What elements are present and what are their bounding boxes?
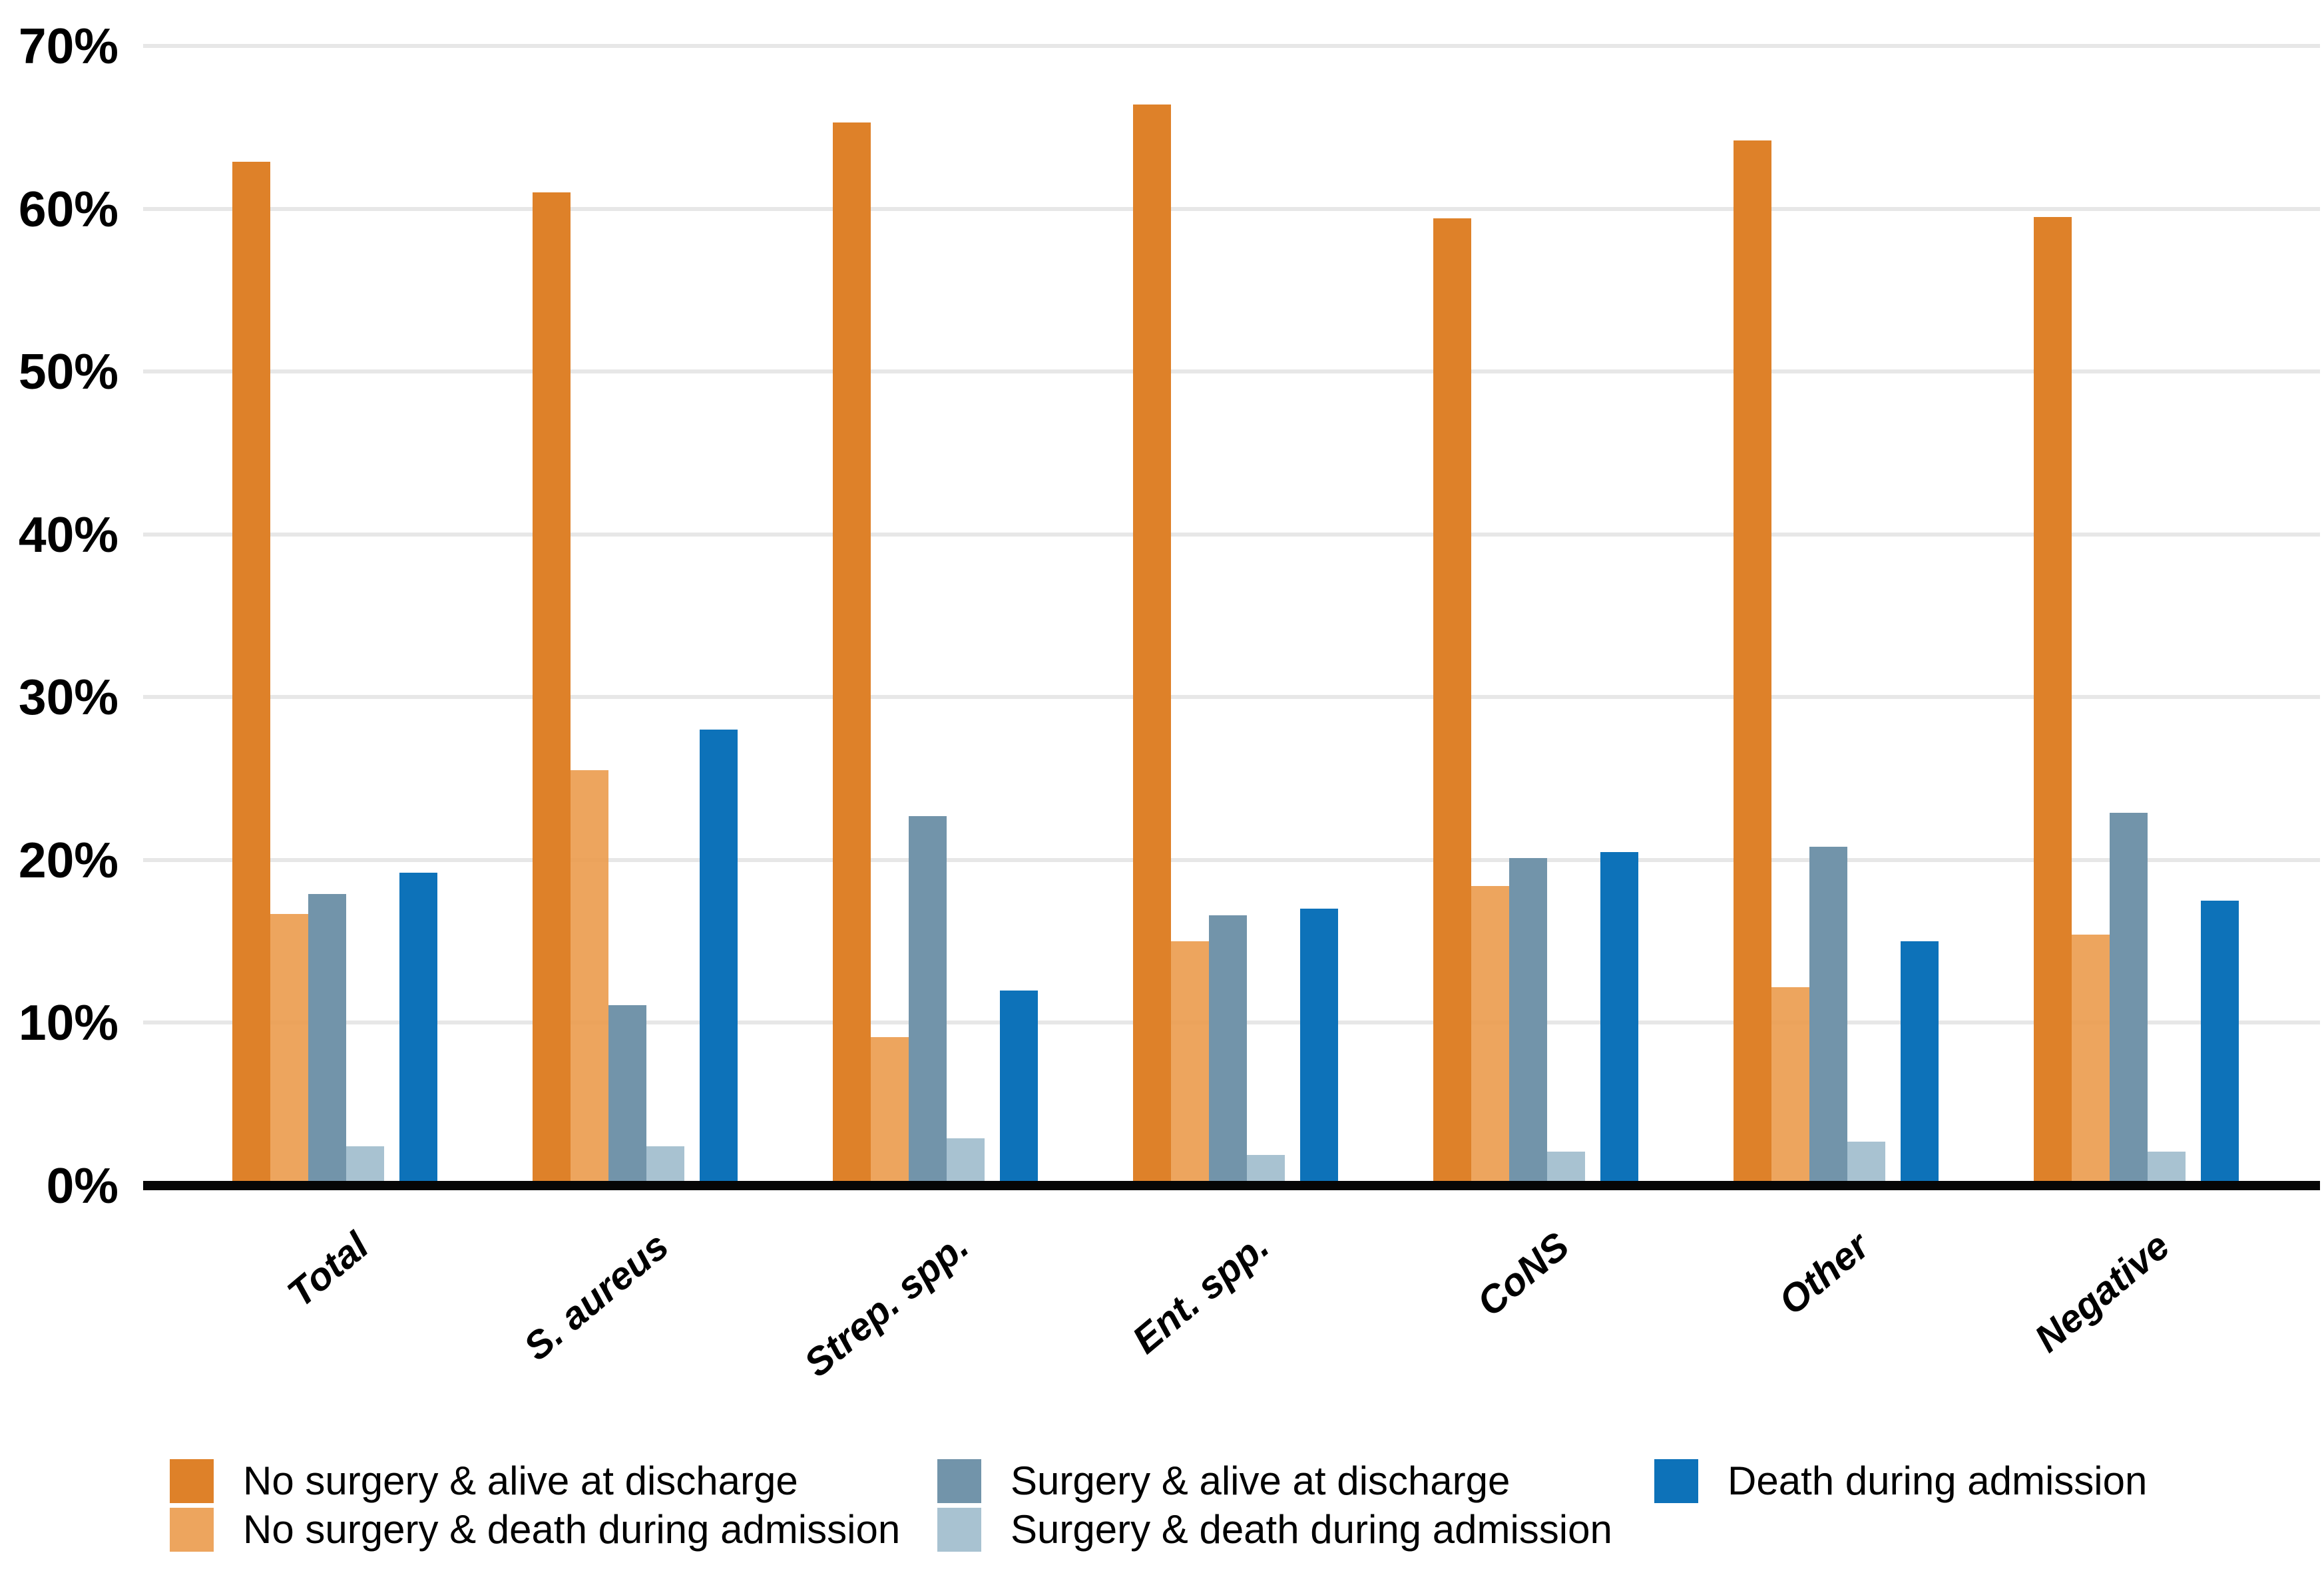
bar-series1-s-aureus: [571, 770, 608, 1186]
legend-item-series2: Surgery & alive at discharge: [937, 1459, 1612, 1503]
bar-series4-s-aureus: [700, 730, 738, 1186]
bar-series1-cons: [1471, 886, 1509, 1186]
x-category-label-cons: CoNS: [1469, 1224, 1578, 1325]
bar-series3-ent-spp-: [1247, 1154, 1285, 1186]
bar-series3-negative: [2148, 1151, 2186, 1186]
legend-label-series3: Surgery & death during admission: [1011, 1507, 1612, 1552]
x-category-label-ent-spp-: Ent. spp.: [1124, 1224, 1278, 1362]
bar-series4-total: [399, 873, 437, 1186]
bar-group-0: [232, 46, 533, 1186]
bar-series1-other: [1771, 987, 1809, 1186]
legend-column-2: Surgery & alive at discharge Surgery & de…: [937, 1459, 1612, 1556]
legend-item-series0: No surgery & alive at discharge: [170, 1459, 900, 1503]
legend-swatch-series0: [170, 1459, 214, 1503]
bar-series3-s-aureus: [646, 1146, 684, 1186]
bar-series2-cons: [1509, 858, 1547, 1186]
bar-group-1: [533, 46, 833, 1186]
y-tick-label-50: 50%: [18, 343, 118, 400]
bar-series2-other: [1809, 847, 1847, 1186]
y-tick-label-40: 40%: [18, 506, 118, 562]
bar-series4-negative: [2201, 901, 2239, 1186]
legend-item-series1: No surgery & death during admission: [170, 1508, 900, 1552]
bar-series3-other: [1847, 1141, 1885, 1186]
gridline-40: [143, 532, 2320, 537]
bar-series2-total: [308, 894, 346, 1186]
bar-series1-ent-spp-: [1171, 941, 1209, 1186]
x-category-label-negative: Negative: [2026, 1224, 2178, 1361]
x-category-label-total: Total: [279, 1224, 377, 1316]
legend-swatch-series3: [937, 1508, 981, 1552]
x-axis-line: [143, 1181, 2320, 1190]
bar-series0-cons: [1433, 218, 1471, 1186]
bar-series0-s-aureus: [533, 192, 571, 1186]
legend-label-series4: Death during admission: [1728, 1459, 2148, 1503]
bar-series0-other: [1734, 140, 1771, 1186]
gridline-50: [143, 369, 2320, 374]
bar-group-6: [2034, 46, 2324, 1186]
y-tick-label-30: 30%: [18, 669, 118, 726]
x-category-label-strep-spp-: Strep. spp.: [796, 1224, 977, 1386]
x-category-label-s-aureus: S. aureus: [515, 1224, 677, 1369]
bar-group-5: [1734, 46, 2034, 1186]
bar-series4-other: [1901, 941, 1939, 1186]
bar-series1-negative: [2072, 935, 2110, 1186]
legend-label-series2: Surgery & alive at discharge: [1011, 1459, 1511, 1503]
y-tick-label-70: 70%: [18, 18, 118, 74]
legend-swatch-series4: [1654, 1459, 1698, 1503]
bar-series2-s-aureus: [608, 1005, 646, 1186]
bar-series2-ent-spp-: [1209, 915, 1247, 1186]
y-tick-label-0: 0%: [46, 1158, 118, 1214]
bar-series1-strep-spp-: [871, 1037, 909, 1186]
y-tick-label-20: 20%: [18, 831, 118, 888]
bar-series0-strep-spp-: [833, 122, 871, 1186]
legend-swatch-series2: [937, 1459, 981, 1503]
bar-group-2: [833, 46, 1133, 1186]
legend-column-3: Death during admission: [1654, 1459, 2147, 1508]
bar-series4-ent-spp-: [1300, 909, 1338, 1186]
bar-series4-cons: [1600, 851, 1638, 1186]
legend-column-1: No surgery & alive at discharge No surger…: [170, 1459, 900, 1556]
legend-label-series1: No surgery & death during admission: [243, 1507, 901, 1552]
bar-series4-strep-spp-: [1000, 990, 1038, 1186]
legend-label-series0: No surgery & alive at discharge: [243, 1459, 798, 1503]
gridline-30: [143, 695, 2320, 700]
bar-series1-total: [270, 913, 308, 1186]
bar-groups: [143, 46, 2320, 1186]
y-tick-label-60: 60%: [18, 180, 118, 237]
bar-series2-negative: [2110, 812, 2148, 1186]
gridline-60: [143, 206, 2320, 211]
bar-series2-strep-spp-: [909, 815, 947, 1186]
plot-area: [143, 44, 2320, 1190]
gridline-70: [143, 44, 2320, 48]
legend-swatch-series1: [170, 1508, 214, 1552]
bar-group-3: [1133, 46, 1433, 1186]
bar-series3-cons: [1547, 1151, 1585, 1186]
bar-series3-strep-spp-: [947, 1138, 985, 1186]
bar-group-4: [1433, 46, 1734, 1186]
legend-item-series4: Death during admission: [1654, 1459, 2147, 1503]
bar-series3-total: [346, 1146, 384, 1186]
x-category-label-other: Other: [1771, 1224, 1878, 1323]
y-tick-label-10: 10%: [18, 995, 118, 1051]
bar-series0-total: [232, 161, 270, 1186]
legend-item-series3: Surgery & death during admission: [937, 1508, 1612, 1552]
bar-series0-ent-spp-: [1133, 105, 1171, 1186]
gridline-20: [143, 857, 2320, 862]
bar-series0-negative: [2034, 216, 2072, 1186]
